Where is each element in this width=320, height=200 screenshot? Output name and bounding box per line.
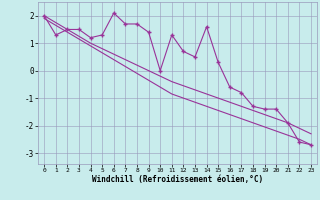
X-axis label: Windchill (Refroidissement éolien,°C): Windchill (Refroidissement éolien,°C)	[92, 175, 263, 184]
